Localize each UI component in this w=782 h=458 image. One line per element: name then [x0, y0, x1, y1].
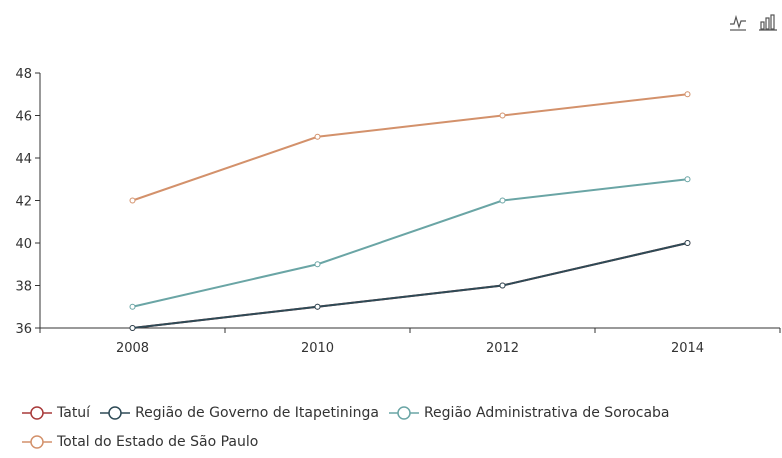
- series-line: [132, 242, 688, 329]
- y-tick-label: 44: [15, 152, 32, 167]
- y-tick-label: 46: [15, 110, 32, 125]
- legend-label: Região de Governo de Itapetininga: [135, 405, 379, 421]
- series-line: [132, 93, 688, 202]
- line-chart: 36 38 40 42 44 46 48 2008 2010 2012 2014: [15, 67, 781, 356]
- data-point[interactable]: [499, 282, 506, 289]
- data-point[interactable]: [684, 176, 691, 183]
- legend-marker-icon: [22, 435, 52, 449]
- series-line: [132, 242, 688, 329]
- x-tick-label: 2008: [116, 341, 149, 356]
- y-tick-label: 36: [15, 322, 32, 337]
- y-tick-label: 40: [15, 237, 32, 252]
- series-line: [132, 178, 688, 308]
- line-chart-icon[interactable]: [728, 12, 748, 32]
- y-axis: 36 38 40 42 44 46 48: [15, 67, 41, 337]
- legend-item[interactable]: Região de Governo de Itapetininga: [100, 400, 379, 426]
- legend-label: Tatuí: [57, 405, 91, 421]
- chart-toolbox: [728, 12, 778, 32]
- y-tick-label: 48: [15, 67, 32, 82]
- series-layer: [129, 91, 691, 331]
- x-axis: 2008 2010 2012 2014: [39, 327, 781, 356]
- data-point[interactable]: [314, 303, 321, 310]
- legend-marker-icon: [22, 406, 52, 420]
- y-tick-label: 42: [15, 195, 32, 210]
- x-tick-label: 2014: [671, 341, 704, 356]
- data-point[interactable]: [129, 197, 136, 204]
- legend-marker-icon: [100, 406, 131, 420]
- y-tick-label: 38: [15, 280, 32, 295]
- legend-marker-icon: [388, 406, 419, 420]
- data-point[interactable]: [499, 197, 506, 204]
- series-3: [129, 91, 691, 204]
- legend-label: Região Administrativa de Sorocaba: [423, 405, 670, 421]
- bar-chart-icon[interactable]: [758, 12, 778, 32]
- data-point[interactable]: [684, 91, 691, 98]
- data-point[interactable]: [129, 325, 136, 331]
- x-tick-label: 2010: [301, 341, 334, 356]
- x-tick-label: 2012: [486, 341, 519, 356]
- data-point[interactable]: [314, 133, 321, 140]
- data-point[interactable]: [684, 240, 691, 246]
- series-2: [129, 176, 691, 310]
- data-point[interactable]: [129, 303, 136, 310]
- legend-item[interactable]: Região Administrativa de Sorocaba: [388, 400, 670, 426]
- legend-item[interactable]: Tatuí: [22, 400, 90, 426]
- legend-item[interactable]: Total do Estado de São Paulo: [22, 429, 258, 455]
- series-0: [129, 240, 691, 331]
- chart-legend: Tatuí Região de Governo de Itapetininga Re…: [22, 400, 782, 458]
- series-1: [129, 240, 691, 331]
- data-point[interactable]: [499, 112, 506, 119]
- legend-label: Total do Estado de São Paulo: [57, 434, 259, 450]
- data-point[interactable]: [314, 261, 321, 268]
